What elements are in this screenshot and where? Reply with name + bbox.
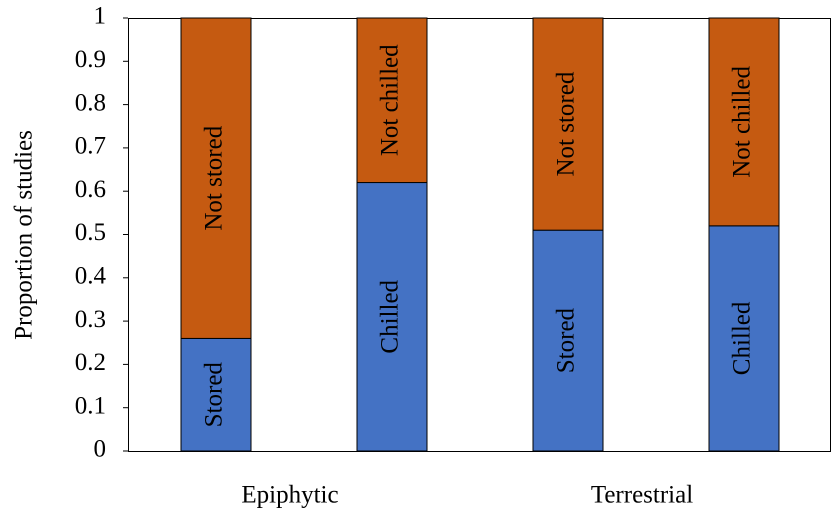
segment-label: Chilled <box>377 279 404 353</box>
segment-label: Not chilled <box>377 44 404 156</box>
x-group-label: Epiphytic <box>241 482 338 509</box>
segment-label: Stored <box>201 362 228 428</box>
bar-segment <box>708 225 780 452</box>
bar-segment <box>180 17 252 339</box>
bar-segment <box>356 17 428 184</box>
plot-frame <box>128 18 831 452</box>
bar-segment <box>532 229 604 452</box>
y-tick-label: 0.2 <box>75 349 106 376</box>
y-tick-label: 0 <box>94 436 107 463</box>
y-tick-label: 0.5 <box>75 219 106 246</box>
y-tick-label: 0.3 <box>75 306 106 333</box>
y-tick-label: 0.9 <box>75 46 106 73</box>
y-tick-label: 1 <box>94 3 107 30</box>
y-tick-label: 0.4 <box>75 263 107 290</box>
x-group-label: Terrestrial <box>591 482 693 509</box>
segment-label: Chilled <box>729 301 756 375</box>
y-tick-label: 0.1 <box>75 392 106 419</box>
segment-label: Stored <box>553 307 580 373</box>
bar-segment <box>708 17 780 227</box>
y-tick-label: 0.8 <box>75 89 106 116</box>
bar-segment <box>180 337 252 452</box>
y-tick-label: 0.6 <box>75 176 106 203</box>
segment-label: Not stored <box>553 71 580 176</box>
y-axis-label: Proportion of studies <box>11 130 38 340</box>
y-tick-label: 0.7 <box>75 133 106 160</box>
segment-label: Not stored <box>201 125 228 230</box>
segment-label: Not chilled <box>729 66 756 178</box>
bar-segment <box>532 17 604 231</box>
bar-segment <box>356 182 428 452</box>
